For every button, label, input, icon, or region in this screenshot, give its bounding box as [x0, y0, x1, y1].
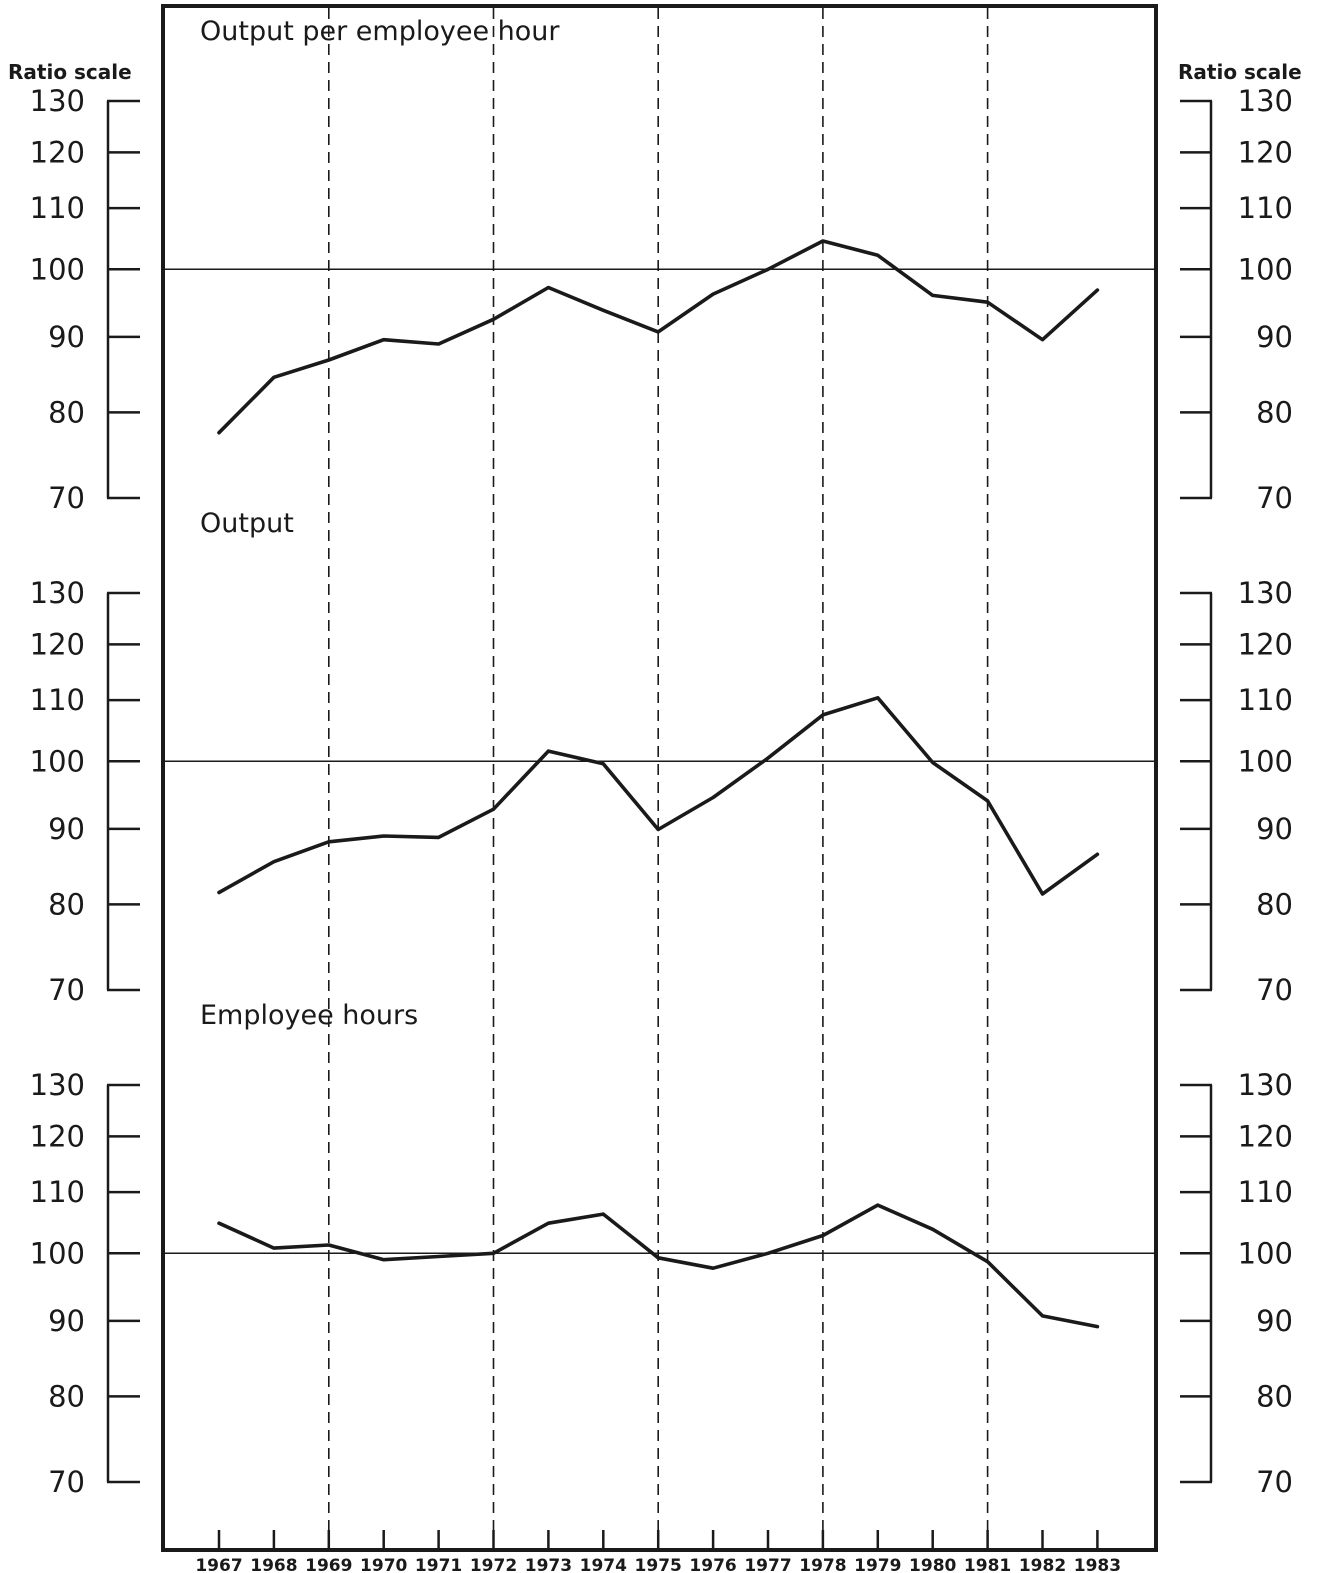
right-tick-label: 80: [1256, 1379, 1293, 1413]
right-tick-label: 120: [1238, 627, 1293, 661]
left-tick-label: 110: [30, 191, 85, 225]
x-tick-label: 1967: [195, 1556, 242, 1573]
right-tick-label: 70: [1256, 481, 1293, 515]
axes: 70 70 80 80 90 90 100 100 110 110 120 120 130 130 70 70…: [30, 84, 1293, 1499]
left-tick-label: 80: [48, 1379, 85, 1413]
right-tick-label: 110: [1238, 1175, 1293, 1209]
series-line-output-per-hour: [217, 239, 1100, 435]
x-tick-label: 1969: [305, 1556, 352, 1573]
right-tick-label: 130: [1238, 1068, 1293, 1102]
left-tick-label: 130: [30, 84, 85, 118]
x-tick-label: 1981: [964, 1556, 1011, 1573]
left-tick-label: 120: [30, 135, 85, 169]
right-tick-label: 90: [1256, 320, 1293, 354]
x-tick-label: 1980: [909, 1556, 956, 1573]
left-tick-label: 90: [48, 812, 85, 846]
left-tick-label: 80: [48, 395, 85, 429]
x-tick-label: 1971: [415, 1556, 462, 1573]
left-tick-label: 100: [30, 252, 85, 286]
right-tick-label: 100: [1238, 252, 1293, 286]
left-tick-label: 90: [48, 320, 85, 354]
x-tick-label: 1977: [744, 1556, 791, 1573]
right-tick-label: 110: [1238, 683, 1293, 717]
x-tick-label: 1976: [689, 1556, 736, 1573]
x-tick-label: 1970: [360, 1556, 407, 1573]
left-tick-label: 100: [30, 744, 85, 778]
right-tick-label: 70: [1256, 1465, 1293, 1499]
right-tick-label: 110: [1238, 191, 1293, 225]
left-tick-label: 70: [48, 481, 85, 515]
dashed-gridlines: [327, 8, 989, 1548]
x-tick-label: 1978: [799, 1556, 846, 1573]
series-line-employee-hours: [217, 1203, 1100, 1329]
right-tick-label: 90: [1256, 812, 1293, 846]
x-tick-label: 1982: [1019, 1556, 1066, 1573]
left-tick-label: 130: [30, 1068, 85, 1102]
right-tick-label: 120: [1238, 1119, 1293, 1153]
reference-lines: [165, 268, 1154, 1255]
left-tick-label: 70: [48, 1465, 85, 1499]
series-line-output: [217, 695, 1100, 896]
x-tick-label: 1973: [525, 1556, 572, 1573]
left-tick-label: 130: [30, 576, 85, 610]
right-tick-label: 90: [1256, 1304, 1293, 1338]
x-tick-label: 1974: [580, 1556, 627, 1573]
right-tick-label: 100: [1238, 1236, 1293, 1270]
left-tick-label: 110: [30, 1175, 85, 1209]
series-lines: [217, 239, 1100, 1329]
right-tick-label: 120: [1238, 135, 1293, 169]
left-tick-label: 70: [48, 973, 85, 1007]
left-tick-label: 120: [30, 1119, 85, 1153]
left-tick-label: 120: [30, 627, 85, 661]
x-tick-label: 1968: [250, 1556, 297, 1573]
panel-title-output: Output: [200, 508, 294, 539]
left-tick-label: 110: [30, 683, 85, 717]
right-tick-label: 80: [1256, 395, 1293, 429]
panel-title-output-per-hour: Output per employee hour: [200, 16, 560, 47]
left-tick-label: 100: [30, 1236, 85, 1270]
x-axis: 1967 1968 1969 1970 1971 1972 1973 1974 1975 1976…: [195, 1530, 1121, 1573]
x-tick-label: 1979: [854, 1556, 901, 1573]
left-tick-label: 90: [48, 1304, 85, 1338]
right-tick-label: 130: [1238, 576, 1293, 610]
right-tick-label: 100: [1238, 744, 1293, 778]
right-tick-label: 80: [1256, 887, 1293, 921]
x-tick-label: 1975: [635, 1556, 682, 1573]
plot-frame: [161, 4, 1158, 1552]
left-axis-caption: Ratio scale: [8, 60, 132, 84]
right-tick-label: 70: [1256, 973, 1293, 1007]
panel-title-employee-hours: Employee hours: [200, 1000, 418, 1031]
x-tick-label: 1972: [470, 1556, 517, 1573]
right-tick-label: 130: [1238, 84, 1293, 118]
right-axis-caption: Ratio scale: [1178, 60, 1302, 84]
left-tick-label: 80: [48, 887, 85, 921]
x-tick-label: 1983: [1074, 1556, 1121, 1573]
